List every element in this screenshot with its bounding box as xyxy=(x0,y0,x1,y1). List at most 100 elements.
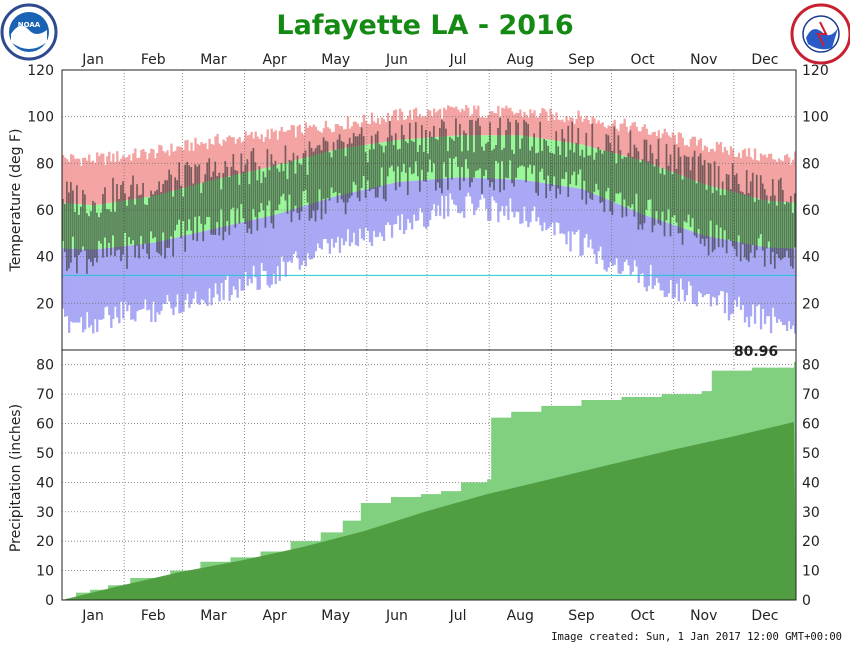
actual-temp-bar xyxy=(657,138,660,224)
record-high-bar xyxy=(675,143,678,174)
record-low-bar xyxy=(244,221,247,272)
precip-tick-right: 40 xyxy=(802,475,820,491)
record-low-bar xyxy=(447,178,450,217)
actual-temp-bar xyxy=(685,156,688,223)
record-low-bar xyxy=(196,232,199,304)
record-high-bar xyxy=(304,122,307,158)
record-low-bar xyxy=(703,235,707,296)
record-low-bar xyxy=(767,247,771,317)
actual-temp-bar xyxy=(304,150,307,190)
record-low-bar xyxy=(477,178,480,208)
record-high-bar xyxy=(457,109,460,136)
record-high-bar xyxy=(785,154,789,203)
precipitation-ticks-right: 0 10 20 30 40 50 60 70 80 xyxy=(802,358,820,609)
actual-temp-bar xyxy=(599,149,602,204)
record-high-bar xyxy=(376,118,380,144)
record-low-bar xyxy=(531,181,534,211)
record-high-bar xyxy=(140,150,143,199)
record-low-bar xyxy=(781,247,785,326)
record-low-bar xyxy=(218,227,221,302)
temp-tick-left: 80 xyxy=(36,156,54,172)
record-high-bar xyxy=(228,135,231,177)
actual-temp-bar xyxy=(469,120,471,188)
record-high-bar xyxy=(465,105,468,136)
actual-temp-bar xyxy=(689,170,692,227)
record-high-bar xyxy=(320,132,324,154)
record-low-bar xyxy=(725,239,729,293)
actual-temp-bar xyxy=(683,155,686,222)
actual-temp-bar xyxy=(431,136,433,173)
record-low-bar xyxy=(360,190,364,239)
actual-temp-bar xyxy=(585,132,588,205)
record-high-bar xyxy=(212,144,215,180)
record-high-bar xyxy=(485,117,488,136)
record-high-bar xyxy=(290,125,293,162)
record-low-bar xyxy=(683,228,686,302)
record-low-bar xyxy=(675,226,678,284)
actual-temp-bar xyxy=(455,118,457,157)
record-low-bar xyxy=(144,243,147,300)
record-low-bar xyxy=(264,216,267,271)
record-low-bar xyxy=(611,201,614,267)
actual-temp-bar xyxy=(138,195,140,259)
actual-temp-bar xyxy=(404,141,407,173)
record-low-bar xyxy=(715,237,719,306)
record-high-bar xyxy=(274,130,277,166)
record-low-bar xyxy=(787,248,791,322)
actual-temp-bar xyxy=(515,119,517,178)
record-high-bar xyxy=(154,158,157,196)
record-low-bar xyxy=(164,240,167,305)
record-low-bar xyxy=(270,215,273,285)
record-low-bar xyxy=(140,244,143,310)
actual-temp-bar xyxy=(637,151,640,230)
record-low-bar xyxy=(410,180,414,230)
actual-temp-bar xyxy=(326,141,329,199)
record-high-bar xyxy=(481,116,484,136)
actual-temp-bar xyxy=(390,135,393,166)
month-label-top: Mar xyxy=(200,52,227,68)
record-low-bar xyxy=(641,214,644,274)
record-high-bar xyxy=(180,147,183,189)
record-high-bar xyxy=(72,155,75,204)
actual-temp-bar xyxy=(124,193,126,233)
record-low-bar xyxy=(214,228,217,284)
month-label-bottom: May xyxy=(321,608,350,624)
record-high-bar xyxy=(366,123,370,145)
record-high-bar xyxy=(495,113,498,136)
actual-temp-bar xyxy=(767,203,770,242)
record-high-bar xyxy=(793,151,796,203)
record-low-bar xyxy=(294,208,297,252)
record-low-bar xyxy=(791,248,795,326)
actual-temp-bar xyxy=(362,136,365,176)
actual-temp-bar xyxy=(350,143,353,196)
record-low-bar xyxy=(699,234,703,294)
actual-temp-bar xyxy=(589,155,592,199)
record-low-bar xyxy=(76,249,79,323)
actual-temp-bar xyxy=(667,165,670,210)
record-high-bar xyxy=(715,141,719,188)
actual-temp-bar xyxy=(408,122,411,168)
actual-temp-bar xyxy=(272,164,275,229)
record-high-bar xyxy=(753,148,757,198)
record-low-bar xyxy=(759,246,763,330)
record-low-bar xyxy=(749,244,753,317)
record-high-bar xyxy=(473,105,476,136)
actual-temp-bar xyxy=(629,130,632,208)
actual-temp-bar xyxy=(487,141,489,180)
record-high-bar xyxy=(769,153,773,202)
precipitation-panel xyxy=(61,349,797,601)
actual-temp-bar xyxy=(80,206,82,253)
record-high-bar xyxy=(531,113,534,138)
record-low-bar xyxy=(162,240,165,304)
actual-temp-bar xyxy=(320,150,323,220)
actual-temp-bar xyxy=(420,125,423,170)
record-low-bar xyxy=(439,178,442,216)
actual-temp-bar xyxy=(224,160,227,232)
actual-temp-bar xyxy=(583,157,586,181)
actual-temp-bar xyxy=(475,120,477,171)
record-low-bar xyxy=(589,192,592,240)
record-low-bar xyxy=(108,247,111,316)
record-low-bar xyxy=(671,224,674,299)
actual-temp-bar xyxy=(745,170,748,260)
record-low-bar xyxy=(310,203,313,260)
